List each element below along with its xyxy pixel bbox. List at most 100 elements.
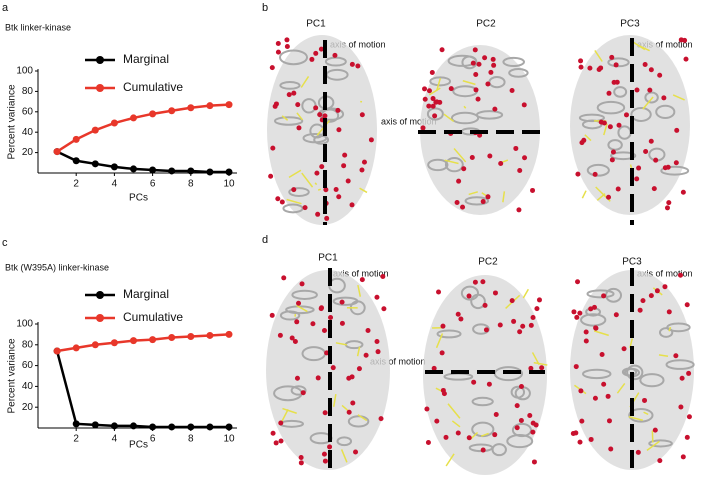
data-point (206, 423, 214, 431)
data-point (53, 347, 61, 355)
x-tick-label: 4 (112, 434, 118, 445)
x-tick-label: 8 (188, 179, 194, 190)
atom-marker (482, 302, 488, 308)
atom-marker (472, 279, 478, 285)
atom-marker (434, 418, 440, 424)
legend-marker (96, 291, 104, 299)
atom-marker (270, 430, 276, 436)
motion-vector (435, 333, 444, 349)
atom-marker (278, 438, 284, 444)
motion-vector (480, 432, 489, 437)
atom-marker (635, 449, 641, 455)
protein-ribbon (570, 270, 694, 470)
data-point (91, 126, 99, 134)
panel-label: a (2, 2, 9, 14)
motion-vector (502, 191, 506, 203)
protein-helix (302, 133, 328, 144)
atom-marker (335, 107, 341, 113)
atom-marker (517, 168, 523, 174)
motion-vector (282, 407, 297, 414)
atom-marker (314, 170, 320, 176)
x-axis-label: PCs (129, 193, 148, 204)
atom-marker (686, 414, 692, 420)
data-point (110, 119, 118, 127)
atom-marker (422, 86, 428, 92)
protein-helix (336, 436, 353, 447)
atom-marker (598, 65, 604, 71)
motion-vector (603, 123, 608, 136)
x-tick-label: 10 (223, 179, 235, 190)
data-point (72, 135, 80, 143)
atom-marker (475, 96, 481, 102)
motion-vector (335, 342, 347, 346)
protein-helix (273, 116, 304, 126)
atom-marker (682, 37, 688, 43)
motion-vector (296, 304, 308, 313)
y-tick-label: 20 (22, 402, 34, 413)
atom-marker (319, 164, 325, 170)
atom-marker (674, 127, 680, 133)
data-point (91, 160, 99, 168)
panel-label: d (262, 234, 268, 246)
atom-marker (361, 159, 367, 165)
protein-helix (626, 364, 644, 381)
atom-marker (686, 370, 692, 376)
protein-helix (429, 76, 452, 87)
atom-marker (284, 37, 290, 43)
atom-marker (324, 215, 330, 221)
atom-marker (426, 103, 432, 109)
y-tick-label: 80 (22, 339, 34, 350)
protein-helix (290, 385, 307, 396)
atom-marker (530, 429, 536, 435)
atom-marker (648, 138, 654, 144)
atom-marker (664, 205, 670, 211)
atom-marker (534, 306, 540, 312)
atom-marker (613, 312, 619, 318)
data-point (168, 334, 176, 342)
atom-marker (573, 364, 579, 370)
atom-marker (476, 61, 482, 67)
data-point (53, 148, 61, 156)
protein-helix (444, 157, 464, 173)
atom-marker (460, 204, 466, 210)
atom-marker (284, 44, 290, 50)
atom-marker (420, 125, 426, 131)
atom-marker (439, 47, 445, 53)
atom-marker (291, 187, 297, 193)
atom-marker (424, 406, 430, 412)
atom-marker (610, 149, 616, 155)
y-tick-label: 60 (22, 106, 34, 117)
atom-marker (281, 275, 287, 281)
atom-marker (511, 318, 517, 324)
legend-marker (96, 84, 104, 92)
atom-marker (480, 199, 486, 205)
atom-marker (487, 153, 493, 159)
atom-marker (346, 375, 352, 381)
legend-marker (96, 56, 104, 64)
x-tick-label: 2 (73, 179, 79, 190)
data-point (187, 104, 195, 112)
atom-marker (648, 67, 654, 73)
protein-helix (436, 329, 462, 339)
atom-marker (272, 103, 278, 109)
atom-marker (422, 96, 428, 102)
motion-vector (428, 87, 441, 96)
motion-vector (594, 50, 603, 62)
atom-marker (322, 113, 328, 119)
protein-helix (285, 305, 315, 315)
motion-vector (668, 326, 672, 332)
data-point (72, 344, 80, 352)
atom-marker (466, 435, 472, 441)
motion-vector (658, 354, 669, 357)
motion-vector (340, 449, 348, 463)
atom-marker (528, 365, 534, 371)
motion-vector (533, 361, 548, 366)
protein-helix (665, 359, 695, 370)
atom-marker (430, 103, 436, 109)
chart: c Btk (W395A) linker-kinase 20 40 60 80 100 2 4 6… (2, 237, 237, 451)
y-tick-label: 100 (16, 319, 33, 330)
atom-marker (353, 449, 359, 455)
protein-helix (666, 322, 691, 333)
y-tick-label: 100 (16, 66, 33, 77)
atom-marker (492, 290, 498, 296)
